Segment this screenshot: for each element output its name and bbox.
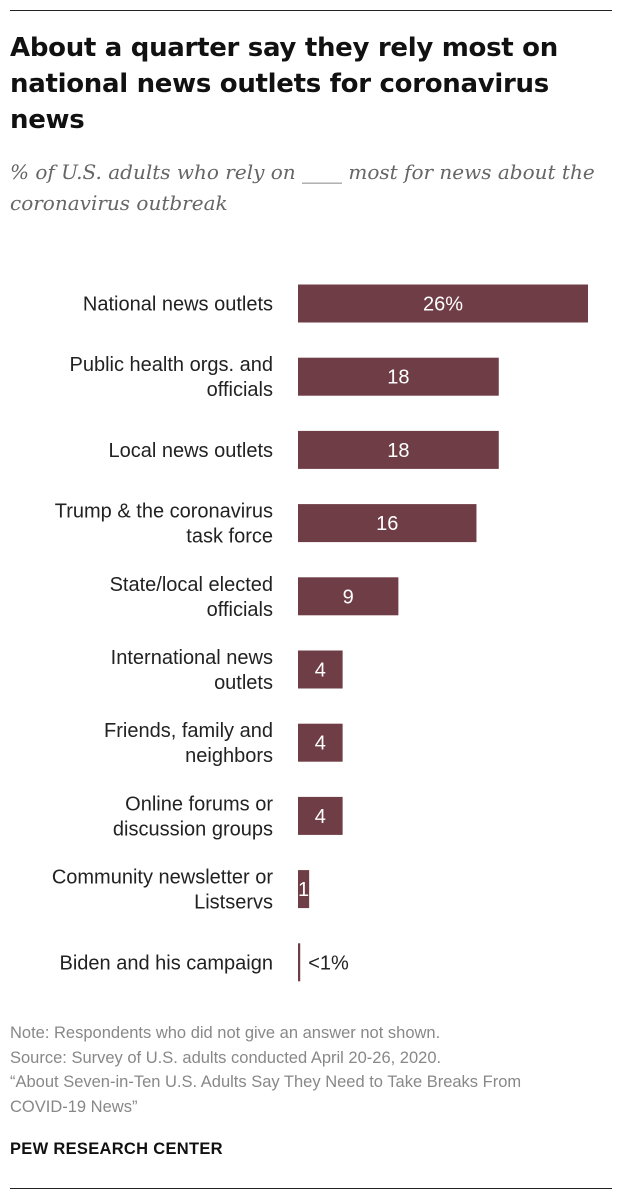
source-text: Source: Survey of U.S. adults conducted … [10, 1048, 442, 1067]
bar [298, 870, 310, 909]
value-label: 9 [343, 586, 354, 608]
bar [298, 577, 399, 616]
chart-title: About a quarter say they rely most on na… [10, 33, 558, 135]
bar [298, 430, 499, 469]
bar [298, 650, 343, 689]
bars-layer: National news outlets 26% Public health or… [52, 284, 588, 982]
category-label: Local news outlets [108, 440, 273, 462]
value-label: 4 [315, 660, 326, 682]
top-rule [10, 10, 612, 11]
value-label: 26% [423, 294, 463, 316]
bar [298, 504, 477, 543]
bar [298, 284, 588, 323]
value-label: 18 [387, 367, 409, 389]
chart-subtitle: % of U.S. adults who rely on ____ most f… [10, 160, 595, 215]
value-label: 1 [298, 879, 309, 901]
report-title-line-1: “About Seven-in-Ten U.S. Adults Say They… [10, 1073, 522, 1091]
category-label: Community newsletter or Listservs [52, 867, 274, 914]
bar [298, 723, 343, 762]
value-label: 4 [315, 806, 326, 828]
category-label: International news outlets [111, 647, 273, 694]
value-label: 4 [315, 733, 326, 755]
category-label: National news outlets [83, 294, 273, 316]
bar [298, 796, 343, 835]
value-label: <1% [308, 952, 349, 974]
value-label: 18 [387, 440, 409, 462]
chart-notes: Note: Respondents who did not give an an… [10, 1021, 615, 1119]
category-label: Public health orgs. and officials [70, 354, 273, 401]
bar [298, 943, 301, 982]
category-label: State/local elected officials [110, 574, 273, 621]
category-label: Friends, family and neighbors [104, 720, 273, 767]
org-name: PEW RESEARCH CENTER [10, 1140, 223, 1158]
bar [298, 357, 499, 396]
bottom-rule [10, 1188, 612, 1189]
category-label: Trump & the coronavirus task force [55, 501, 273, 548]
category-label: Biden and his campaign [60, 952, 273, 974]
value-label: 16 [376, 513, 398, 535]
report-title-line-2: COVID-19 News” [10, 1097, 138, 1116]
note-text: Note: Respondents who did not give an an… [10, 1024, 441, 1042]
category-label: Online forums or discussion groups [113, 793, 273, 840]
